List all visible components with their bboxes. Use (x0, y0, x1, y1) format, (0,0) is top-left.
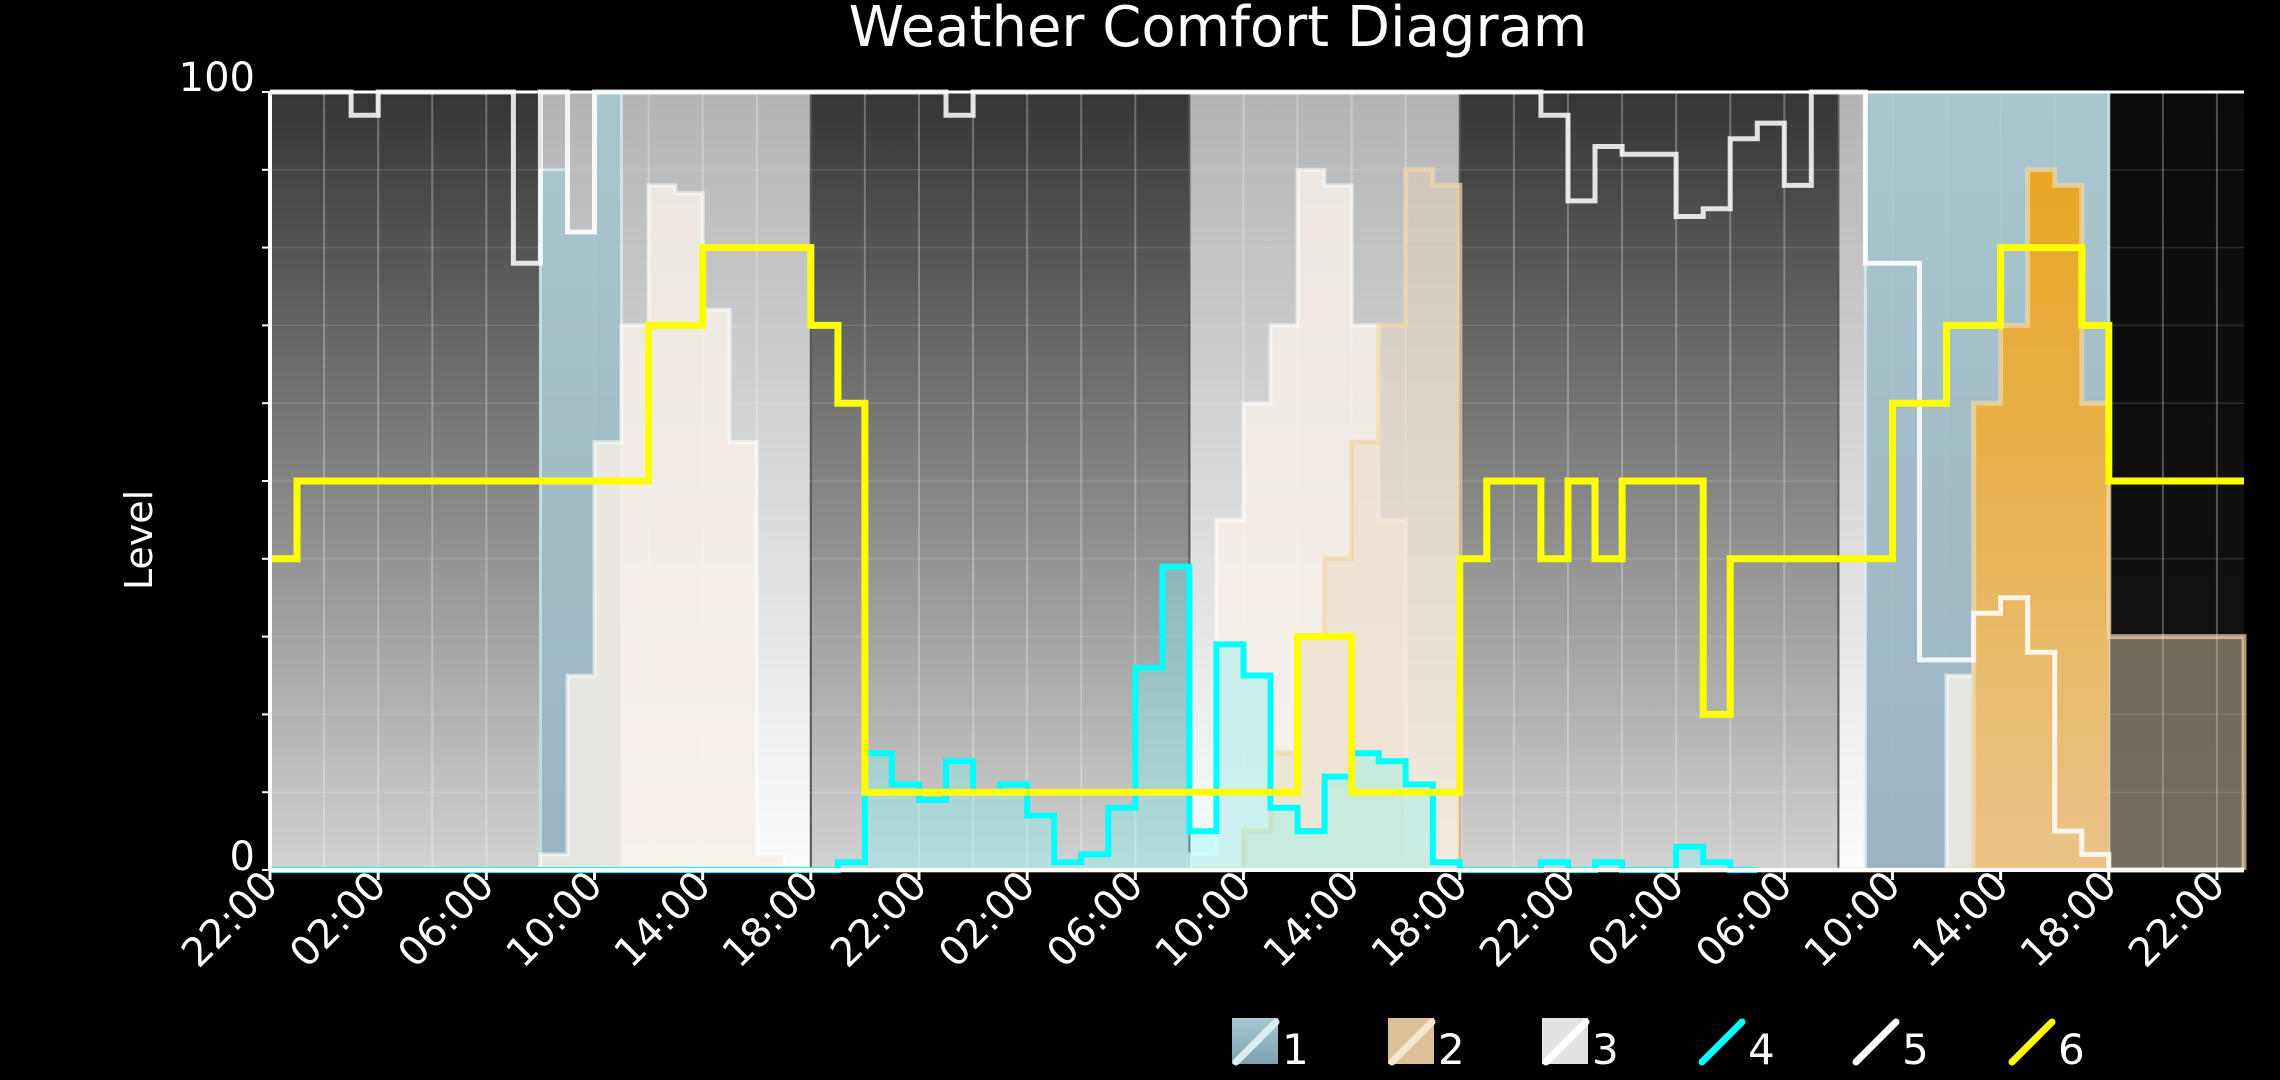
y-tick-label-max: 100 (179, 55, 255, 101)
legend-item-6: 6 (2008, 1018, 2085, 1074)
x-tick-label: 22:00 (1471, 863, 1585, 977)
legend-label: 1 (1282, 1025, 1309, 1074)
legend-item-3: 3 (1542, 1018, 1619, 1074)
legend-item-1: 1 (1232, 1018, 1309, 1074)
period-band-night (810, 92, 1190, 870)
legend-swatch-line (1232, 1018, 1280, 1066)
series-6-line (270, 244, 2244, 796)
x-tick-label: 10:00 (498, 863, 612, 977)
legend-swatch-line (2008, 1018, 2056, 1066)
legend-swatch-line (1698, 1018, 1746, 1066)
x-tick-label: 22:00 (2120, 863, 2234, 977)
x-tick-label: 22:00 (822, 863, 936, 977)
x-tick-label: 02:00 (281, 863, 395, 977)
x-tick-label: 06:00 (1038, 863, 1152, 977)
legend: 1 2 3 4 5 6 (1232, 1018, 2085, 1074)
legend-swatch-line (1852, 1018, 1900, 1066)
x-tick-label: 18:00 (1363, 863, 1477, 977)
legend-label: 5 (1902, 1025, 1929, 1074)
axes (262, 90, 2244, 880)
x-tick-label: 02:00 (930, 863, 1044, 977)
legend-label: 2 (1438, 1025, 1465, 1074)
x-tick-label: 14:00 (1904, 863, 2018, 977)
legend-label: 6 (2058, 1025, 2085, 1074)
legend-label: 3 (1592, 1025, 1619, 1074)
x-tick-labels: 22:0002:0006:0010:0014:0018:0022:0002:00… (173, 863, 2234, 977)
legend-label: 4 (1748, 1025, 1775, 1074)
x-tick-label: 06:00 (1687, 863, 1801, 977)
x-tick-label: 18:00 (714, 863, 828, 977)
x-tick-label: 14:00 (606, 863, 720, 977)
series-2-area-strong (1838, 169, 2109, 870)
x-tick-label: 14:00 (1255, 863, 1369, 977)
x-tick-label: 02:00 (1579, 863, 1693, 977)
y-tick-label-min: 0 (230, 834, 255, 880)
x-tick-label: 18:00 (2012, 863, 2126, 977)
x-tick-label: 06:00 (389, 863, 503, 977)
x-tick-label: 10:00 (1147, 863, 1261, 977)
legend-swatch-line (1542, 1018, 1590, 1066)
series-3-area (270, 169, 2244, 871)
legend-item-2: 2 (1388, 1018, 1465, 1074)
chart-title: Weather Comfort Diagram (849, 0, 1588, 60)
x-tick-label: 10:00 (1796, 863, 1910, 977)
legend-item-4: 4 (1698, 1018, 1775, 1074)
y-axis-label: Level (117, 490, 161, 590)
legend-swatch-line (1388, 1018, 1436, 1066)
legend-item-5: 5 (1852, 1018, 1929, 1074)
